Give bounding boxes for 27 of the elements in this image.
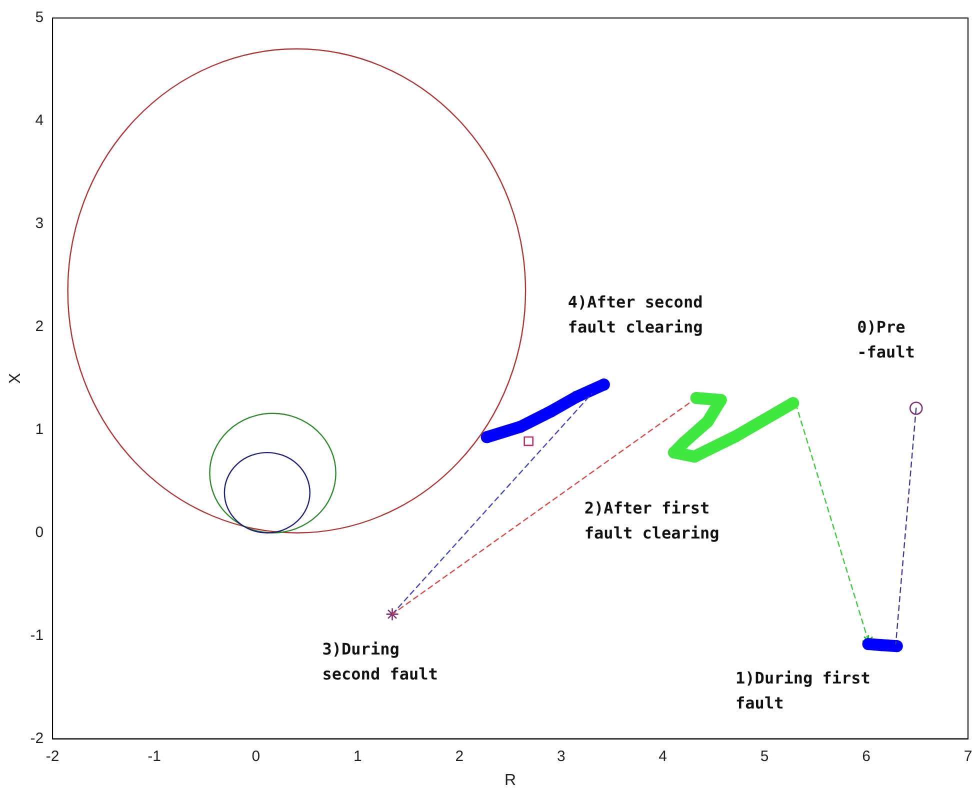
y-tick-label: 3	[35, 215, 44, 232]
x-axis-title: R	[504, 772, 516, 789]
x-tick-label: 0	[252, 748, 260, 765]
y-tick-label: 2	[35, 318, 44, 336]
y-tick-label: 4	[35, 112, 44, 130]
point	[909, 402, 923, 415]
x-tick-label: -1	[148, 748, 161, 765]
y-tick-label: -2	[30, 730, 44, 747]
y-tick-label: -1	[30, 626, 44, 644]
point	[524, 436, 534, 446]
y-tick-label: 0	[35, 524, 44, 541]
point	[386, 608, 399, 621]
y-tick-label: 5	[35, 9, 44, 26]
annotation: 0)Pre -fault	[857, 317, 915, 362]
y-axis-title: X	[7, 372, 24, 384]
annotation: 2)After first fault clearing	[584, 498, 720, 543]
annotation: 4)After second fault clearing	[568, 292, 703, 337]
x-tick-label: 6	[862, 748, 870, 765]
annotation: 1)During first fault	[736, 668, 870, 712]
x-tick-label: 2	[455, 748, 464, 765]
y-tick-label: 1	[35, 421, 44, 438]
x-tick-label: 4	[658, 748, 668, 765]
x-tick-label: 3	[556, 748, 566, 765]
x-tick-label: 1	[354, 748, 362, 765]
x-tick-label: 7	[964, 748, 972, 765]
x-tick-label: 5	[760, 748, 769, 765]
annotation: 3)During second fault	[322, 639, 438, 684]
